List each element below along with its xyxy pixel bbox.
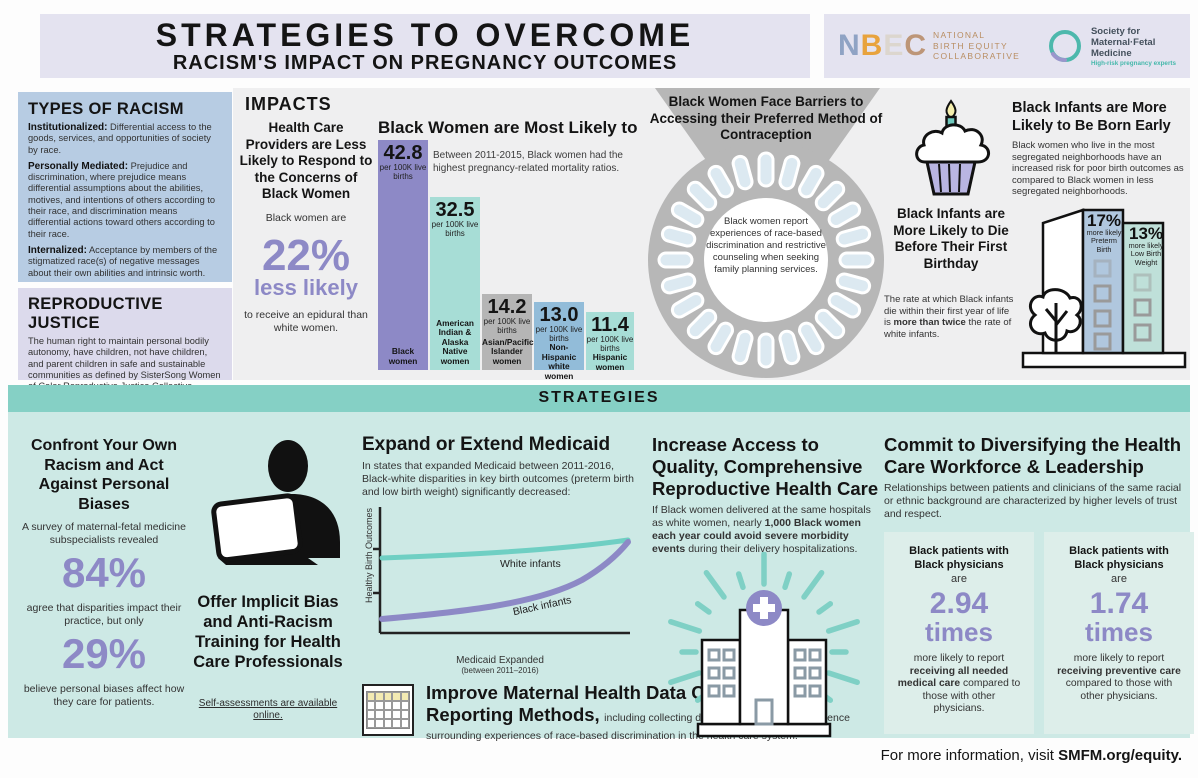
nbec-logo: NBEC NATIONAL BIRTH EQUITY COLLABORATIVE <box>838 29 1020 63</box>
low-birth-weight-stat: 13% more likely Low Birth Weight <box>1128 224 1164 267</box>
contraception-center-text: Black women report experiences of race-b… <box>706 216 826 275</box>
pill-ring-icon <box>657 151 875 369</box>
epidural-impact-block: Health Care Providers are Less Likely to… <box>238 120 374 335</box>
impacts-section-title: IMPACTS <box>245 94 332 114</box>
page-subtitle: RACISM'S IMPACT ON PREGNANCY OUTCOMES <box>172 52 678 74</box>
types-of-racism-box: TYPES OF RACISM Institutionalized: Diffe… <box>18 92 232 282</box>
infant-mortality-heading: Black Infants are More Likely to Die Bef… <box>893 206 1009 271</box>
black-physicians-stat-box-2: Black patients with Black physicians are… <box>1044 532 1194 734</box>
nbec-name: NATIONAL BIRTH EQUITY COLLABORATIVE <box>933 30 1021 62</box>
birthday-cupcake-icon <box>915 99 990 196</box>
racism-term-institutionalized: Institutionalized: Differential access t… <box>28 122 212 155</box>
stat-1-74: 1.74 <box>1089 587 1149 620</box>
bar-non-hispanic-white-women: 13.0 per 100K live births Non-Hispanic w… <box>534 302 584 381</box>
footer-more-info: For more information, visit SMFM.org/equ… <box>880 747 1182 764</box>
mortality-chart-subtitle: Between 2011-2015, Black women had the h… <box>433 150 623 174</box>
contraception-heading: Black Women Face Barriers to Accessing t… <box>649 94 883 142</box>
preterm-birth-stat: 17% more likely Preterm Birth <box>1086 211 1122 254</box>
reproductive-justice-text: The human right to maintain personal bod… <box>28 336 221 391</box>
white-infants-series-label: White infants <box>500 558 561 570</box>
medicaid-ylabel: Healthy Birth Outcomes <box>364 507 374 603</box>
born-early-heading: Black Infants are More Likely to Be Born… <box>1012 100 1171 134</box>
bar-black-women: 42.8 per 100K live births Black women <box>378 140 428 370</box>
bar-hispanic-women: 11.4 per 100K live births Hispanic women <box>586 312 634 372</box>
epidural-stat-value: 22% <box>261 230 351 280</box>
racism-term-personally-mediated: Personally Mediated: Prejudice and discr… <box>28 160 216 239</box>
strategies-section-title: STRATEGIES <box>538 389 660 406</box>
access-text: If Black women delivered at the same hos… <box>652 504 871 555</box>
reproductive-justice-title: REPRODUCTIVE JUSTICE <box>28 295 163 332</box>
confront-stat-84: 84% <box>61 549 147 596</box>
bar-asian-pacific-islander-women: 14.2 per 100K live births Asian/Pacific … <box>482 294 534 370</box>
access-heading: Increase Access to Quality, Comprehensiv… <box>652 434 879 499</box>
reproductive-justice-box: REPRODUCTIVE JUSTICE The human right to … <box>18 288 232 391</box>
training-heading: Offer Implicit Bias and Anti-Racism Trai… <box>193 593 343 671</box>
smfm-tagline: High-risk pregnancy experts <box>1090 59 1176 67</box>
smfm-equity-link[interactable]: SMFM.org/equity. <box>1058 747 1182 764</box>
bar-american-indian-alaska-native-women: 32.5 per 100K live births American India… <box>430 197 480 370</box>
stat-2-94: 2.94 <box>929 587 989 620</box>
black-physicians-stat-box-1: Black patients with Black physicians are… <box>884 532 1034 734</box>
diversify-heading: Commit to Diversifying the Health Care W… <box>884 434 1182 477</box>
epidural-heading: Health Care Providers are Less Likely to… <box>239 120 373 201</box>
infant-mortality-text: The rate at which Black infants die with… <box>884 294 1014 340</box>
page-title: STRATEGIES TO OVERCOME <box>155 17 695 53</box>
confront-stat-29: 29% <box>61 630 147 677</box>
confront-heading: Confront Your Own Racism and Act Against… <box>30 437 178 513</box>
pill-pack-center <box>704 198 828 322</box>
hospital-icon <box>668 552 860 738</box>
confront-outro: believe personal biases affect how they … <box>23 683 185 708</box>
smfm-ring-icon <box>1048 30 1081 62</box>
header-logo-bar: NBEC NATIONAL BIRTH EQUITY COLLABORATIVE… <box>824 14 1190 78</box>
epidural-outro: to receive an epidural than white women. <box>244 308 368 334</box>
person-at-laptop-icon <box>211 440 340 565</box>
medicaid-line-chart: White infants Black infants Healthy Birt… <box>364 507 631 635</box>
confront-racism-block: Confront Your Own Racism and Act Against… <box>20 436 188 708</box>
medicaid-xlabel: Medicaid Expanded (between 2011–2016) <box>456 655 544 675</box>
confront-intro: A survey of maternal-fetal medicine subs… <box>22 521 186 546</box>
born-early-text: Black women who live in the most segrega… <box>1012 140 1184 197</box>
medicaid-text: In states that expanded Medicaid between… <box>362 460 634 498</box>
strategies-section-band: STRATEGIES <box>8 385 1190 412</box>
self-assessments-link[interactable]: Self-assessments are available online. <box>198 698 338 721</box>
smfm-logo: Society for Maternal·Fetal Medicine High… <box>1045 26 1176 67</box>
segregated-neighborhood-building-icon <box>1021 208 1187 369</box>
smfm-name: Society for Maternal·Fetal Medicine High… <box>1090 25 1176 67</box>
header-title-bar: STRATEGIES TO OVERCOME RACISM'S IMPACT O… <box>40 14 810 78</box>
spreadsheet-icon <box>362 684 414 736</box>
types-of-racism-title: TYPES OF RACISM <box>28 100 184 118</box>
mortality-bar-chart: 42.8 per 100K live births Black women 32… <box>378 140 636 381</box>
epidural-intro: Black women are <box>265 211 347 224</box>
racism-term-internalized: Internalized: Acceptance by members of t… <box>28 244 218 278</box>
confront-mid-text: agree that disparities impact their prac… <box>26 602 182 627</box>
medicaid-heading: Expand or Extend Medicaid <box>362 434 611 455</box>
nbec-acronym: NBEC <box>838 29 928 62</box>
diversify-text: Relationships between patients and clini… <box>884 482 1182 520</box>
epidural-stat-label: less likely <box>254 274 358 300</box>
